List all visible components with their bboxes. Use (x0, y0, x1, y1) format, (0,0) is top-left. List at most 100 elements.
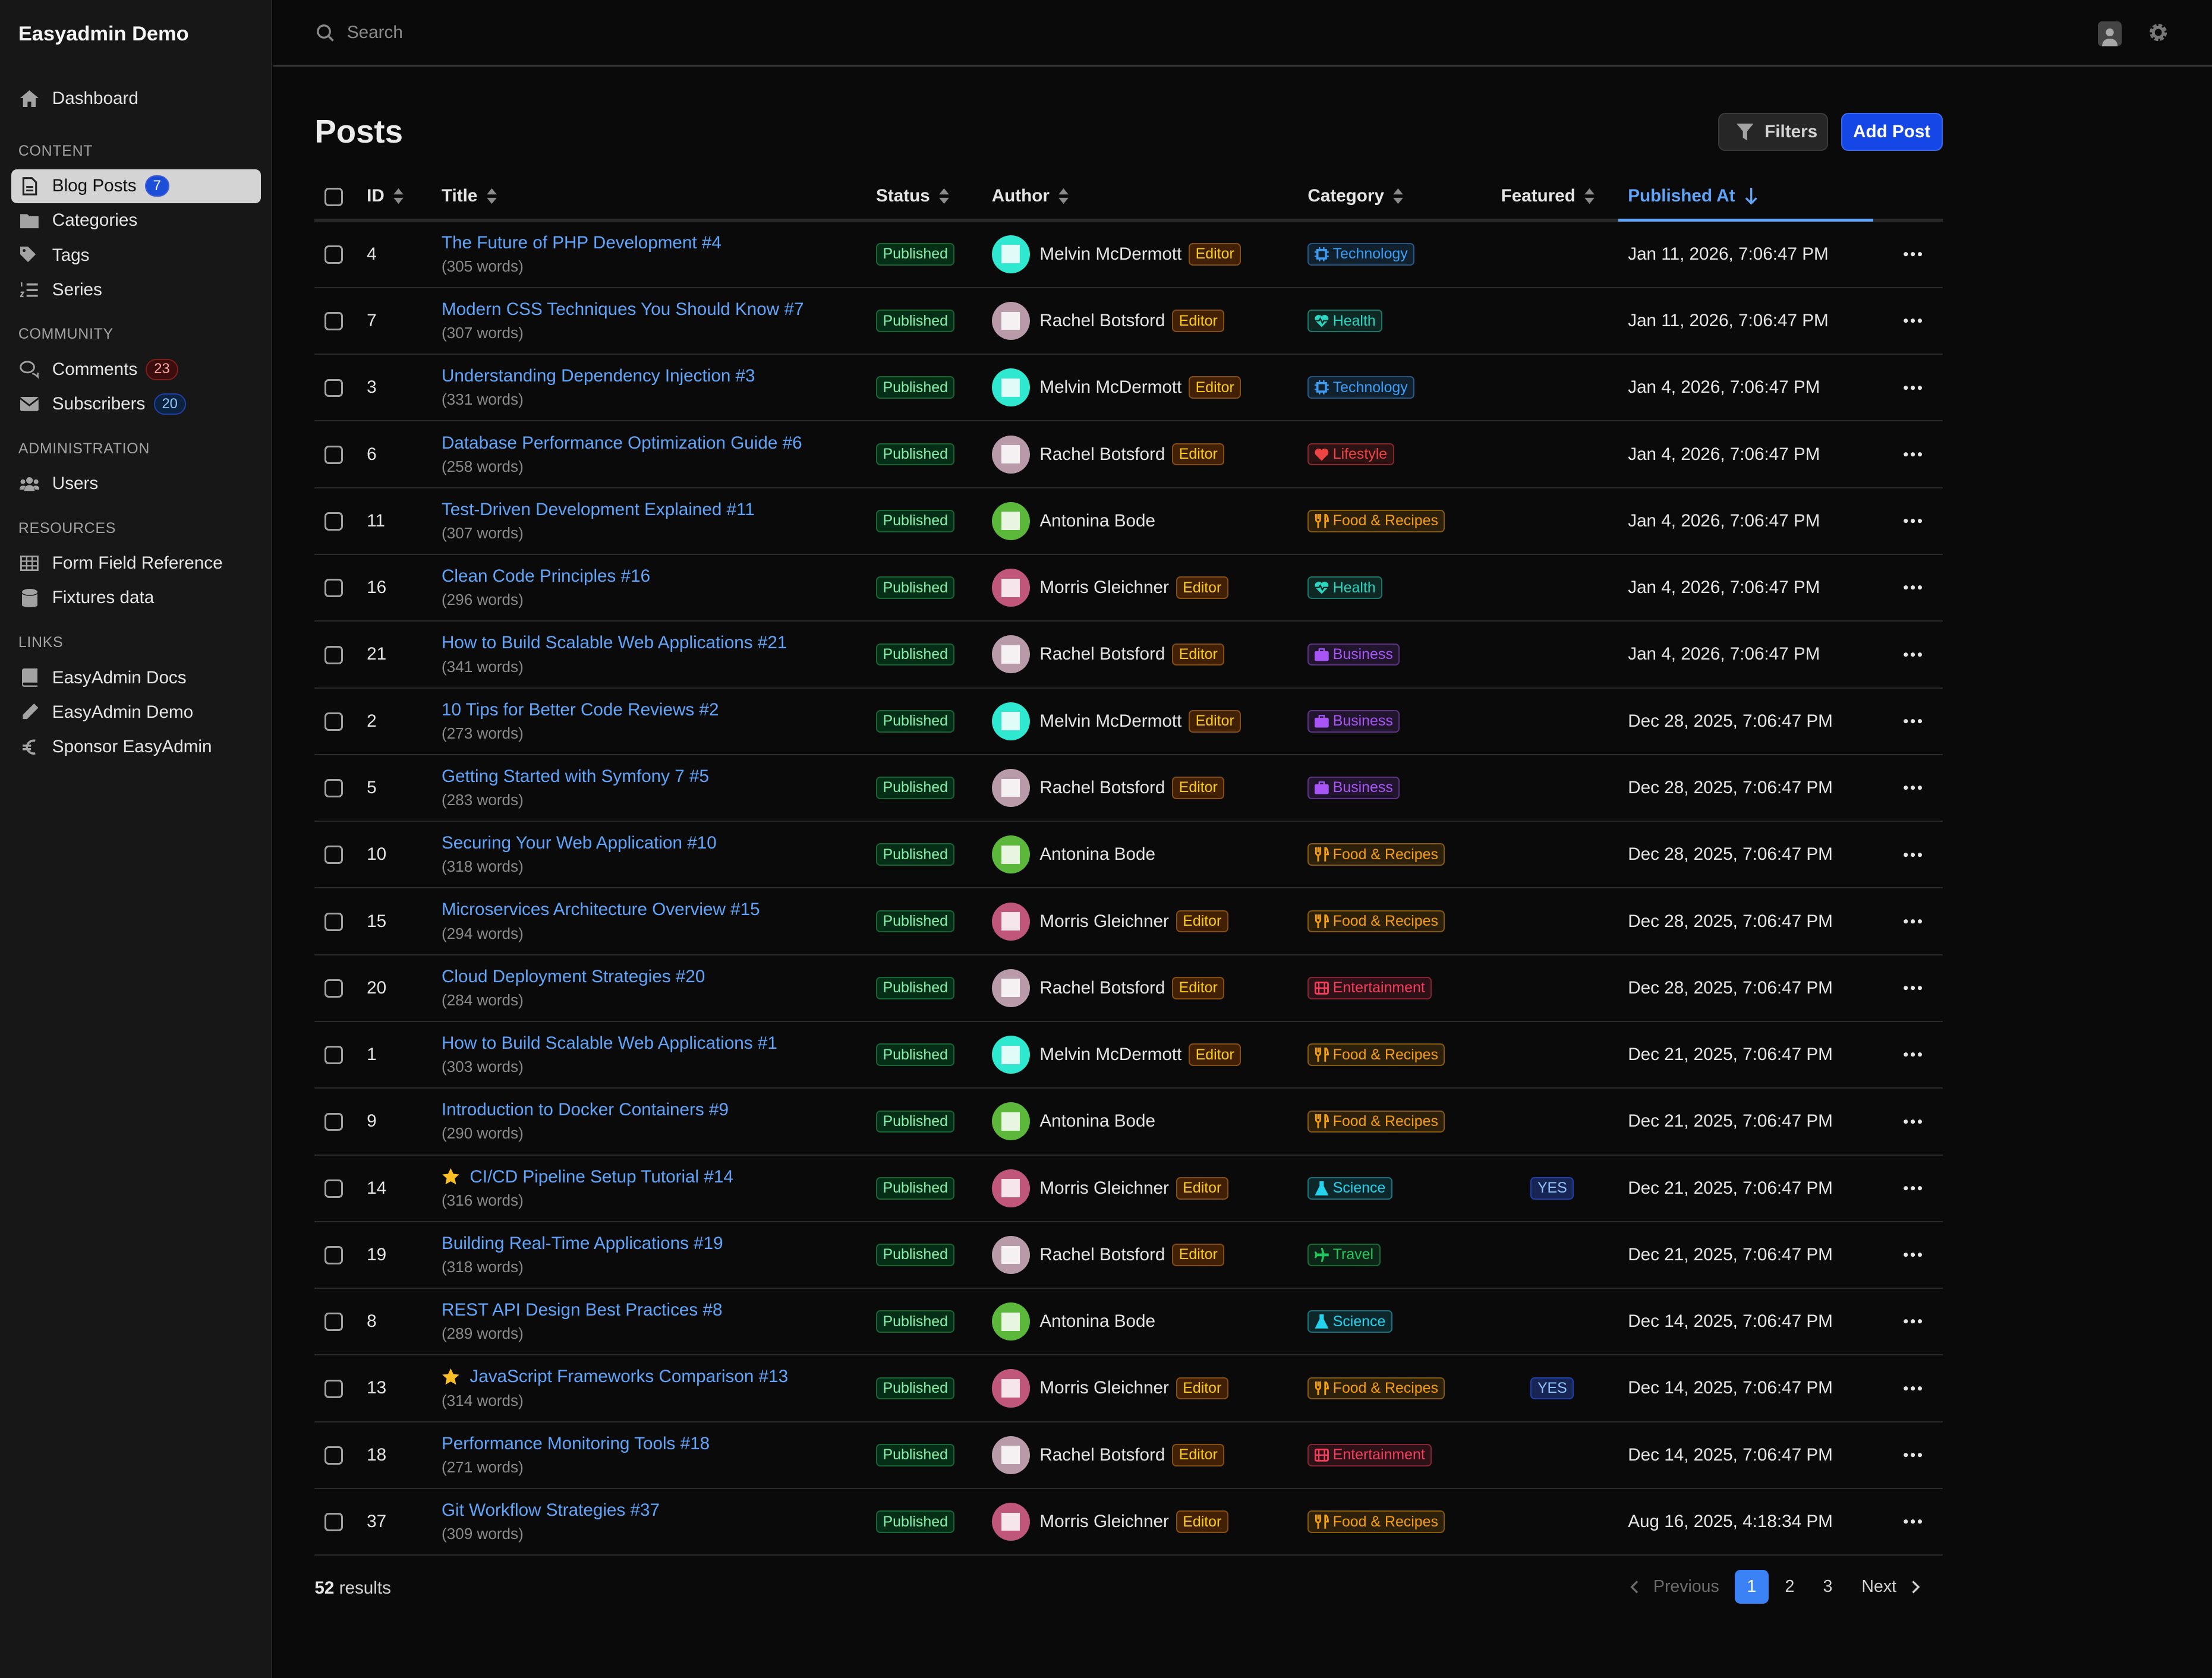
page-3-button[interactable]: 3 (1823, 1576, 1833, 1596)
row-actions-menu[interactable] (1903, 1489, 1923, 1554)
sidebar-item-tags[interactable]: Tags (11, 238, 261, 272)
row-actions-menu[interactable] (1903, 755, 1923, 821)
post-title-link[interactable]: Test-Driven Development Explained #11 (442, 500, 755, 520)
row-actions-menu[interactable] (1903, 488, 1923, 554)
search-input[interactable]: Search (316, 23, 403, 43)
row-checkbox[interactable] (324, 1313, 343, 1332)
row-checkbox[interactable] (324, 1446, 343, 1465)
post-title-link[interactable]: Introduction to Docker Containers #9 (442, 1100, 729, 1120)
column-header-published-at[interactable]: Published At (1628, 186, 1757, 206)
row-actions-menu[interactable] (1903, 555, 1923, 620)
add-post-button[interactable]: Add Post (1841, 112, 1943, 151)
table-row[interactable]: 20 Cloud Deployment Strategies #20 (284 … (314, 955, 1943, 1022)
row-actions-menu[interactable] (1903, 1289, 1923, 1354)
row-checkbox[interactable] (324, 1046, 343, 1065)
row-actions-menu[interactable] (1903, 222, 1923, 287)
sidebar-item-users[interactable]: Users (11, 467, 261, 501)
row-actions-menu[interactable] (1903, 622, 1923, 687)
column-header-author[interactable]: Author (992, 186, 1069, 206)
post-title-link[interactable]: How to Build Scalable Web Applications #… (442, 633, 787, 653)
sidebar-item-form-field-reference[interactable]: Form Field Reference (11, 547, 261, 581)
sidebar-item-categories[interactable]: Categories (11, 204, 261, 238)
row-checkbox[interactable] (324, 846, 343, 865)
column-header-id[interactable]: ID (367, 186, 404, 206)
sidebar-item-blog-posts[interactable]: Blog Posts 7 (11, 169, 261, 203)
column-header-category[interactable]: Category (1307, 186, 1404, 206)
row-checkbox[interactable] (324, 912, 343, 931)
post-title-link[interactable]: Getting Started with Symfony 7 #5 (442, 767, 709, 787)
row-checkbox[interactable] (324, 979, 343, 998)
app-title[interactable]: Easyadmin Demo (18, 22, 189, 45)
table-row[interactable]: 21 How to Build Scalable Web Application… (314, 622, 1943, 689)
post-title-link[interactable]: The Future of PHP Development #4 (442, 233, 721, 253)
row-checkbox[interactable] (324, 1112, 343, 1131)
filters-button[interactable]: Filters (1718, 112, 1829, 151)
table-row[interactable]: 16 Clean Code Principles #16 (296 words)… (314, 555, 1943, 622)
row-actions-menu[interactable] (1903, 955, 1923, 1021)
table-row[interactable]: 6 Database Performance Optimization Guid… (314, 421, 1943, 488)
row-checkbox[interactable] (324, 445, 343, 464)
row-checkbox[interactable] (324, 579, 343, 598)
post-title-link[interactable]: Cloud Deployment Strategies #20 (442, 967, 705, 987)
post-title-link[interactable]: How to Build Scalable Web Applications #… (442, 1033, 777, 1054)
row-actions-menu[interactable] (1903, 355, 1923, 420)
table-row[interactable]: 14 CI/CD Pipeline Setup Tutorial #14 (31… (314, 1156, 1943, 1222)
post-title-link[interactable]: Securing Your Web Application #10 (442, 833, 717, 853)
table-row[interactable]: 9 Introduction to Docker Containers #9 (… (314, 1089, 1943, 1156)
table-row[interactable]: 7 Modern CSS Techniques You Should Know … (314, 288, 1943, 355)
row-checkbox[interactable] (324, 1379, 343, 1398)
table-row[interactable]: 18 Performance Monitoring Tools #18 (271… (314, 1422, 1943, 1489)
row-checkbox[interactable] (324, 1513, 343, 1532)
post-title-link[interactable]: REST API Design Best Practices #8 (442, 1300, 723, 1320)
post-title-link[interactable]: JavaScript Frameworks Comparison #13 (442, 1367, 788, 1387)
sidebar-item-dashboard[interactable]: Dashboard (11, 82, 261, 116)
table-row[interactable]: 1 How to Build Scalable Web Applications… (314, 1022, 1943, 1089)
sidebar-item-series[interactable]: Series (11, 273, 261, 307)
row-checkbox[interactable] (324, 645, 343, 664)
post-title-link[interactable]: CI/CD Pipeline Setup Tutorial #14 (442, 1167, 733, 1187)
row-checkbox[interactable] (324, 379, 343, 398)
row-checkbox[interactable] (324, 245, 343, 264)
gear-icon[interactable] (2148, 23, 2168, 42)
sidebar-item-comments[interactable]: Comments 23 (11, 352, 261, 386)
post-title-link[interactable]: Understanding Dependency Injection #3 (442, 366, 755, 386)
sidebar-item-sponsor-easyadmin[interactable]: Sponsor EasyAdmin (11, 730, 261, 764)
table-row[interactable]: 10 Securing Your Web Application #10 (31… (314, 822, 1943, 889)
post-title-link[interactable]: Database Performance Optimization Guide … (442, 433, 802, 453)
column-header-status[interactable]: Status (876, 186, 950, 206)
row-actions-menu[interactable] (1903, 822, 1923, 887)
table-row[interactable]: 37 Git Workflow Strategies #37 (309 word… (314, 1489, 1943, 1556)
sidebar-item-subscribers[interactable]: Subscribers 20 (11, 387, 261, 421)
row-actions-menu[interactable] (1903, 1355, 1923, 1421)
row-checkbox[interactable] (324, 312, 343, 331)
post-title-link[interactable]: Microservices Architecture Overview #15 (442, 900, 760, 920)
row-checkbox[interactable] (324, 1179, 343, 1198)
post-title-link[interactable]: Clean Code Principles #16 (442, 566, 650, 586)
column-header-featured[interactable]: Featured (1501, 186, 1595, 206)
post-title-link[interactable]: Git Workflow Strategies #37 (442, 1500, 660, 1521)
page-1-button[interactable]: 1 (1734, 1569, 1769, 1604)
row-actions-menu[interactable] (1903, 888, 1923, 954)
previous-page-button[interactable]: Previous (1630, 1577, 1719, 1597)
table-row[interactable]: 15 Microservices Architecture Overview #… (314, 888, 1943, 955)
table-row[interactable]: 5 Getting Started with Symfony 7 #5 (283… (314, 755, 1943, 822)
next-page-button[interactable]: Next (1861, 1577, 1920, 1597)
row-actions-menu[interactable] (1903, 1089, 1923, 1154)
sidebar-item-easyadmin-docs[interactable]: EasyAdmin Docs (11, 661, 261, 695)
select-all-checkbox[interactable] (324, 187, 343, 206)
table-row[interactable]: 13 JavaScript Frameworks Comparison #13 … (314, 1355, 1943, 1422)
row-actions-menu[interactable] (1903, 689, 1923, 754)
row-checkbox[interactable] (324, 1246, 343, 1264)
row-checkbox[interactable] (324, 712, 343, 731)
table-row[interactable]: 19 Building Real-Time Applications #19 (… (314, 1222, 1943, 1289)
table-row[interactable]: 8 REST API Design Best Practices #8 (289… (314, 1289, 1943, 1356)
row-actions-menu[interactable] (1903, 288, 1923, 354)
post-title-link[interactable]: Modern CSS Techniques You Should Know #7 (442, 299, 804, 320)
post-title-link[interactable]: Performance Monitoring Tools #18 (442, 1434, 710, 1454)
user-menu-icon[interactable] (2097, 21, 2122, 47)
row-actions-menu[interactable] (1903, 1422, 1923, 1488)
row-checkbox[interactable] (324, 512, 343, 531)
row-actions-menu[interactable] (1903, 421, 1923, 487)
page-2-button[interactable]: 2 (1785, 1576, 1795, 1596)
table-row[interactable]: 11 Test-Driven Development Explained #11… (314, 488, 1943, 556)
